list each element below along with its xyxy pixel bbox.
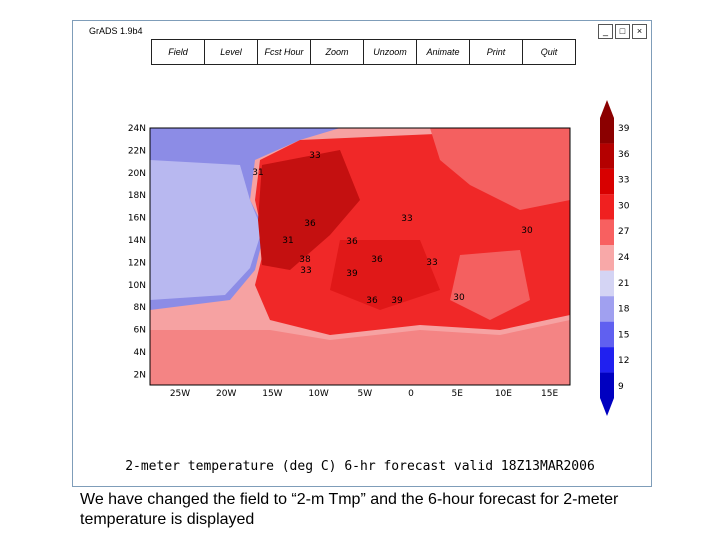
contour-label: 33 xyxy=(300,266,311,276)
colorbar-segment xyxy=(600,321,614,348)
lat-label: 2N xyxy=(134,370,146,380)
colorbar-label: 39 xyxy=(618,124,630,134)
lon-label: 5W xyxy=(357,389,372,399)
menu-button[interactable]: Quit xyxy=(522,39,576,65)
contour-label: 33 xyxy=(426,258,437,268)
lat-label: 18N xyxy=(128,191,146,201)
colorbar-label: 15 xyxy=(618,330,629,340)
lat-label: 12N xyxy=(128,258,146,268)
contour-label: 39 xyxy=(346,269,358,279)
close-button[interactable]: × xyxy=(632,24,647,39)
colorbar-segment xyxy=(600,372,614,398)
colorbar-label: 18 xyxy=(618,305,630,315)
contour-label: 31 xyxy=(282,236,293,246)
colorbar-label: 24 xyxy=(618,253,630,263)
lon-label: 10E xyxy=(495,389,512,399)
menu-bar: Field Level Fcst Hour Zoom Unzoom Animate Prin… xyxy=(151,39,576,65)
colorbar-segment xyxy=(600,347,614,373)
menu-button[interactable]: Field xyxy=(151,39,205,65)
window-controls: _ □ × xyxy=(598,24,647,39)
contour-label: 36 xyxy=(304,219,316,229)
colorbar: 39 36 33 30 27 24 21 18 15 12 9 xyxy=(600,100,630,416)
lat-label: 10N xyxy=(128,281,146,291)
lon-label: 25W xyxy=(170,389,190,399)
colorbar-segment xyxy=(600,270,614,297)
lat-label: 16N xyxy=(128,214,146,224)
lat-label: 8N xyxy=(134,303,146,313)
contour-label: 30 xyxy=(521,226,533,236)
lon-label: 20W xyxy=(216,389,236,399)
menu-button[interactable]: Fcst Hour xyxy=(257,39,311,65)
colorbar-label: 9 xyxy=(618,382,624,392)
contour-label: 38 xyxy=(299,255,311,265)
lat-label: 22N xyxy=(128,146,146,156)
lat-label: 6N xyxy=(134,326,146,336)
colorbar-label: 30 xyxy=(618,201,630,211)
lat-label: 14N xyxy=(128,236,146,246)
lat-label: 4N xyxy=(134,348,146,358)
menu-button[interactable]: Level xyxy=(204,39,258,65)
colorbar-segment xyxy=(600,168,614,195)
menu-button[interactable]: Zoom xyxy=(310,39,364,65)
lon-label: 10W xyxy=(308,389,328,399)
lon-label: 0 xyxy=(408,389,414,399)
menu-button[interactable]: Print xyxy=(469,39,523,65)
colorbar-bottom xyxy=(600,398,614,416)
contour-label: 36 xyxy=(371,255,383,265)
colorbar-segment xyxy=(600,219,614,246)
contour-label: 39 xyxy=(391,296,403,306)
temperature-field xyxy=(150,128,570,385)
window-title: GrADS 1.9b4 xyxy=(89,26,143,36)
title-bar: GrADS 1.9b4 _ □ × xyxy=(73,21,651,41)
contour-label: 36 xyxy=(346,237,358,247)
colorbar-top xyxy=(600,100,614,118)
colorbar-label: 21 xyxy=(618,279,629,289)
colorbar-segment xyxy=(600,118,614,144)
colorbar-segment xyxy=(600,194,614,220)
colorbar-segment xyxy=(600,245,614,271)
lat-label: 20N xyxy=(128,169,146,179)
lon-label: 15E xyxy=(541,389,558,399)
colorbar-label: 12 xyxy=(618,356,629,366)
contour-label: 30 xyxy=(453,293,465,303)
colorbar-label: 27 xyxy=(618,227,629,237)
map-caption: 2-meter temperature (deg C) 6-hr forecas… xyxy=(125,459,595,474)
contour-label: 31 xyxy=(252,168,263,178)
slide-text: We have changed the field to “2-m Tmp” a… xyxy=(80,491,619,528)
maximize-button[interactable]: □ xyxy=(615,24,630,39)
colorbar-segment xyxy=(600,296,614,322)
colorbar-label: 36 xyxy=(618,150,630,160)
menu-button[interactable]: Unzoom xyxy=(363,39,417,65)
map-frame xyxy=(149,127,571,386)
lon-label: 15W xyxy=(262,389,282,399)
colorbar-label: 33 xyxy=(618,176,629,186)
lat-label: 24N xyxy=(128,124,146,134)
colorbar-segment xyxy=(600,143,614,169)
lon-label: 5E xyxy=(451,389,463,399)
contour-label: 33 xyxy=(401,214,412,224)
contour-label: 33 xyxy=(309,151,320,161)
contour-label: 36 xyxy=(366,296,378,306)
minimize-button[interactable]: _ xyxy=(598,24,613,39)
